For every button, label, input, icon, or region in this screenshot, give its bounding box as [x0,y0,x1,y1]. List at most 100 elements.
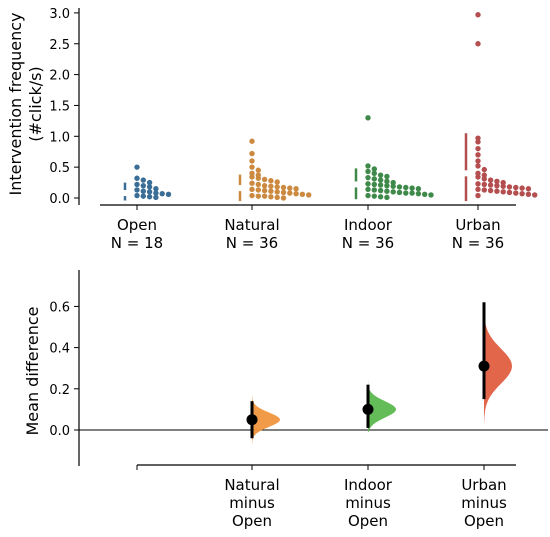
data-point [287,190,293,196]
data-point [306,192,312,198]
data-point [422,191,428,197]
data-point [371,176,377,182]
data-point [475,41,481,47]
data-point [481,187,487,193]
mean-difference-point [362,403,374,415]
data-point [409,185,415,191]
data-point [396,189,403,196]
data-point [255,175,261,181]
top-y-axis-ticks: 0.0 0.5 1.0 1.5 2.0 2.5 3.0 [49,7,79,207]
data-point [153,186,159,192]
data-point [255,187,261,193]
top-y-axis-label-line1: Intervention frequency [6,13,25,196]
data-point [377,182,384,188]
bottom-y-axis-ticks: 0.0 0.2 0.4 0.6 [49,300,79,439]
data-point [390,179,396,186]
data-point [384,173,390,180]
data-point [500,179,506,186]
data-point [249,180,255,186]
data-point [249,150,255,157]
data-point [268,178,274,184]
data-point [299,191,306,197]
data-point [525,191,532,197]
top-y-tick-label: 0.0 [49,192,70,207]
data-point [365,181,371,187]
mean-difference-point [478,360,490,372]
bootstrap-density [252,390,280,447]
data-point [487,177,494,183]
group-n-label: N = 18 [111,234,163,252]
data-point [396,184,403,190]
data-point [153,194,159,201]
data-point [261,182,268,189]
data-point [140,177,146,183]
data-point [475,145,481,152]
data-point [384,182,390,189]
mean-difference-point [246,414,258,426]
data-point [513,184,519,191]
data-point [371,166,377,172]
data-point [280,189,287,196]
mean-difference-panel: Mean difference 0.00.20.40.6 Naturalminu… [23,270,548,530]
data-point [475,170,481,177]
data-point [377,187,384,194]
group-label: Natural [224,216,279,234]
data-point [384,178,390,185]
data-point [280,184,287,191]
data-point [134,192,140,199]
bootstrap-density [368,376,396,433]
data-point [403,184,409,191]
data-point [274,194,280,201]
data-point [475,152,481,158]
data-point [261,193,268,199]
data-point [475,163,481,169]
group-label: Open [117,216,157,234]
data-point [146,179,153,186]
data-point [532,192,538,198]
top-y-axis-label-line2: (#click/s) [26,66,45,141]
data-point [146,194,153,200]
data-point [390,183,396,189]
data-point [475,174,481,180]
bootstrap-density [484,277,512,424]
data-point [475,139,481,145]
data-point [255,181,261,188]
data-point [481,181,487,188]
data-point [249,174,255,180]
data-point [377,194,384,200]
data-point [365,115,371,121]
data-point [134,175,140,181]
contrast-label-line: Indoor [344,476,393,494]
data-point [274,189,280,195]
data-point [500,189,506,195]
data-point [506,189,513,196]
data-point [500,183,506,189]
data-point [475,158,481,164]
data-point [494,182,500,189]
data-point [365,192,371,199]
data-point [134,187,140,193]
data-point [475,181,481,187]
bottom-y-tick-label: 0.0 [49,424,70,439]
data-point [287,185,293,191]
data-point [249,158,255,164]
data-point [268,183,274,189]
data-point [249,186,255,193]
data-point [159,190,165,197]
data-point [371,187,377,193]
data-point [274,184,280,190]
data-point [384,194,390,201]
data-point [153,190,159,196]
top-y-tick-label: 0.5 [49,161,70,176]
top-y-tick-label: 1.0 [49,130,70,145]
bootstrap-distributions [252,277,512,447]
data-point [255,167,261,173]
group-label: Urban [455,216,500,234]
data-point [494,178,500,185]
data-point [365,163,371,169]
data-point [274,179,280,185]
data-point [165,191,172,197]
data-point [525,186,532,192]
